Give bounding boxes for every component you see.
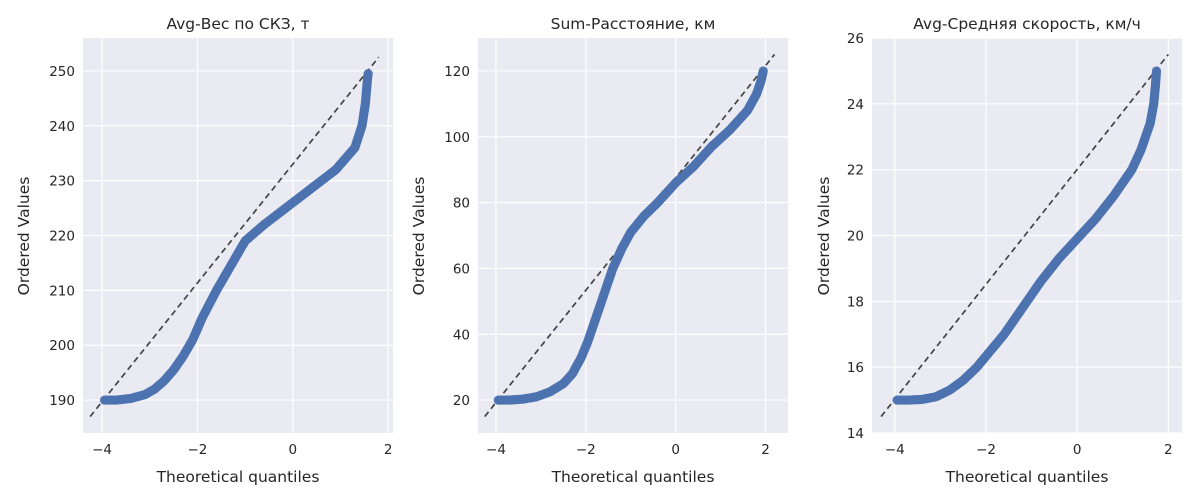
ticks-3: −4 −2 0 2 14 16 18 20 22 24 26 bbox=[847, 31, 1173, 458]
x-axis-label-3: Theoretical quantiles bbox=[945, 468, 1109, 486]
grid-1 bbox=[83, 38, 393, 433]
y-tick-label: 20 bbox=[847, 229, 864, 245]
data-point bbox=[1151, 66, 1162, 76]
data-point bbox=[758, 66, 768, 76]
panel-3: −4 −2 0 2 14 16 18 20 22 24 26 Avg-Средняя скорост… bbox=[815, 15, 1182, 486]
reference-line-group-3 bbox=[880, 53, 1169, 418]
y-tick-label: 210 bbox=[49, 283, 75, 299]
y-axis-label-3: Ordered Values bbox=[815, 177, 833, 296]
y-tick-label: 220 bbox=[49, 229, 75, 245]
points-group-3 bbox=[892, 66, 1162, 405]
x-tick-label: −2 bbox=[576, 442, 596, 458]
points-group-1 bbox=[99, 69, 373, 405]
y-tick-label: 80 bbox=[453, 196, 470, 212]
y-tick-label: 190 bbox=[49, 393, 75, 409]
reference-line bbox=[880, 53, 1169, 418]
reference-line-group-1 bbox=[89, 56, 380, 418]
x-tick-label: 0 bbox=[289, 442, 298, 458]
x-tick-label: 0 bbox=[671, 442, 680, 458]
x-axis-label-1: Theoretical quantiles bbox=[156, 468, 320, 486]
y-tick-label: 22 bbox=[847, 163, 864, 179]
chart-title-3: Avg-Средняя скорость, км/ч bbox=[913, 15, 1141, 33]
y-tick-label: 24 bbox=[847, 97, 864, 113]
y-tick-label: 18 bbox=[847, 294, 864, 310]
data-point bbox=[363, 69, 373, 79]
x-tick-label: 0 bbox=[1073, 442, 1082, 458]
y-tick-label: 230 bbox=[49, 174, 75, 190]
ticks-2: −4 −2 0 2 20 40 60 80 100 120 bbox=[444, 64, 770, 458]
chart-title-1: Avg-Вес по СКЗ, т bbox=[166, 15, 309, 33]
x-tick-label: −2 bbox=[976, 442, 996, 458]
x-tick-label: −4 bbox=[92, 442, 112, 458]
y-tick-label: 200 bbox=[49, 338, 75, 354]
y-tick-label: 120 bbox=[444, 64, 470, 80]
panel-1: −4 −2 0 2 190 200 210 220 230 240 250 Avg-Вес по С… bbox=[15, 15, 393, 486]
y-tick-label: 250 bbox=[49, 64, 75, 80]
y-tick-label: 20 bbox=[453, 393, 470, 409]
y-axis-label-2: Ordered Values bbox=[410, 177, 428, 296]
y-tick-label: 60 bbox=[453, 261, 470, 277]
x-tick-label: −4 bbox=[885, 442, 905, 458]
x-tick-label: −2 bbox=[188, 442, 208, 458]
x-tick-label: 2 bbox=[384, 442, 393, 458]
chart-title-2: Sum-Расстояние, км bbox=[551, 15, 716, 33]
x-tick-label: 2 bbox=[761, 442, 770, 458]
y-tick-label: 14 bbox=[847, 426, 864, 442]
y-tick-label: 16 bbox=[847, 360, 864, 376]
y-tick-label: 40 bbox=[453, 327, 470, 343]
y-tick-label: 240 bbox=[49, 119, 75, 135]
y-axis-label-1: Ordered Values bbox=[15, 177, 33, 296]
y-tick-label: 100 bbox=[444, 130, 470, 146]
points-group-2 bbox=[493, 66, 768, 405]
x-axis-label-2: Theoretical quantiles bbox=[551, 468, 715, 486]
ticks-1: −4 −2 0 2 190 200 210 220 230 240 250 bbox=[49, 64, 392, 458]
y-tick-label: 26 bbox=[847, 31, 864, 47]
reference-line bbox=[89, 56, 380, 418]
x-tick-label: 2 bbox=[1164, 442, 1173, 458]
x-tick-label: −4 bbox=[486, 442, 506, 458]
